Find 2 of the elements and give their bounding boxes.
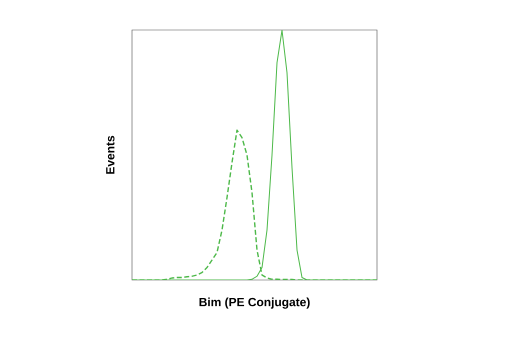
x-axis-title: Bim (PE Conjugate) xyxy=(200,298,310,309)
y-axis-title: Events xyxy=(106,136,114,174)
